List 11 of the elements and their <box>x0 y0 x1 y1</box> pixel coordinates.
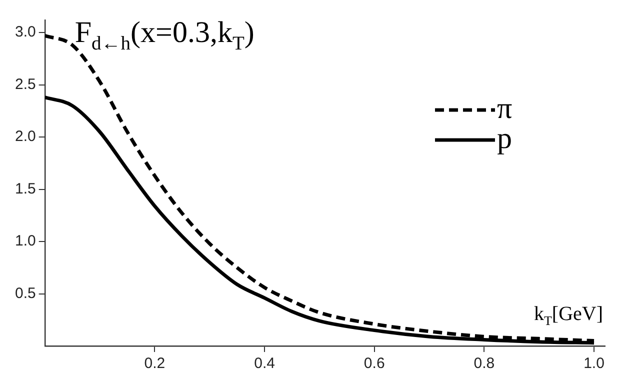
x-tick-label: 0.2 <box>144 355 166 372</box>
y-tick-label: 2.0 <box>14 128 36 146</box>
x-tick-label: 0.4 <box>254 355 275 372</box>
y-tick-label: 1.5 <box>14 180 36 198</box>
x-tick-label: 1.0 <box>584 355 604 372</box>
y-tick-label: 0.5 <box>14 284 36 302</box>
y-tick-label: 3.0 <box>14 24 36 41</box>
y-tick-label: 1.0 <box>14 232 36 250</box>
x-tick-label: 0.6 <box>364 355 385 372</box>
x-tick-label: 0.8 <box>474 355 495 372</box>
y-tick-label: 2.5 <box>14 76 36 93</box>
